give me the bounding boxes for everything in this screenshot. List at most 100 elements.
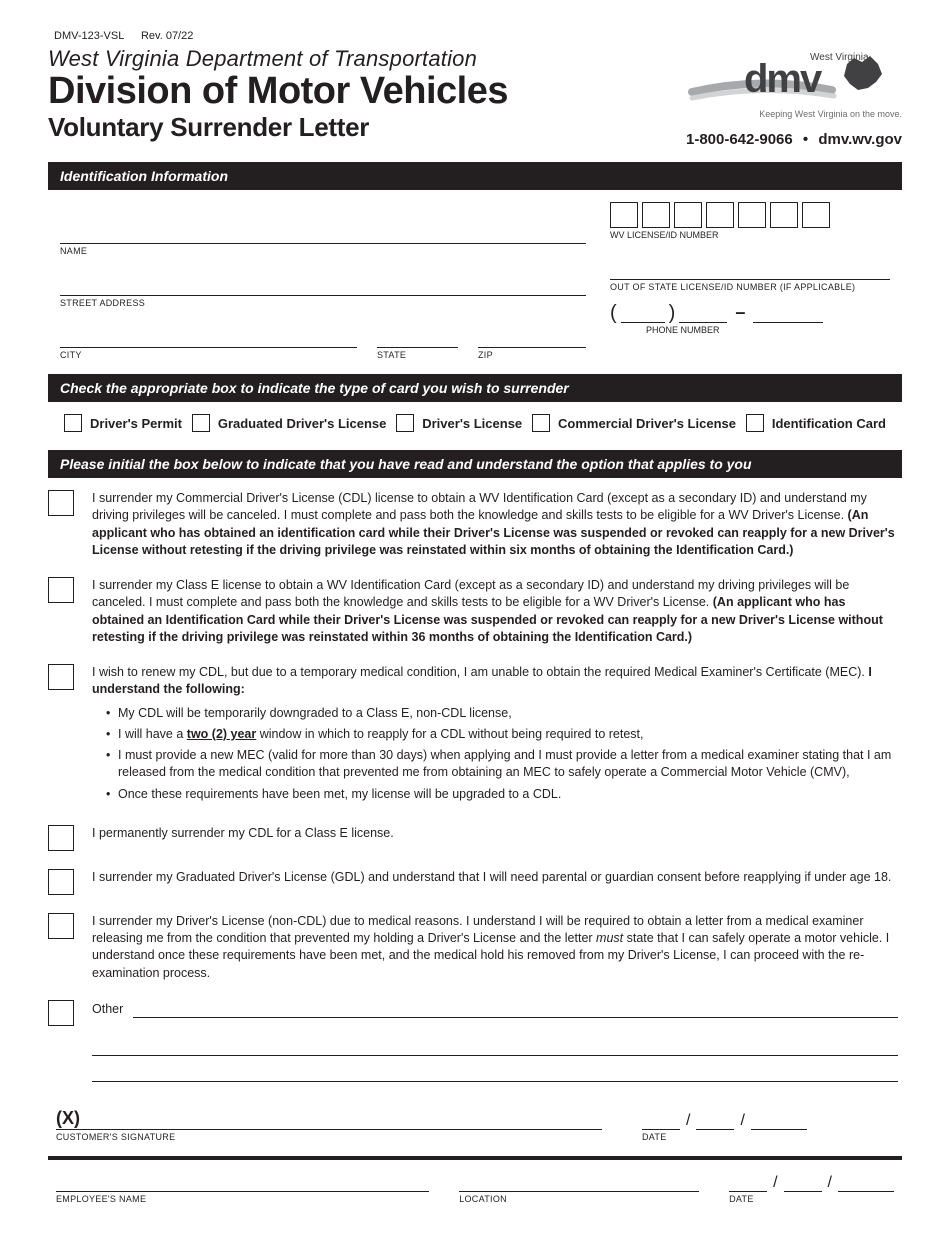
- option-1: I surrender my Commercial Driver's Licen…: [48, 490, 898, 559]
- field-oos-license: OUT OF STATE LICENSE/ID NUMBER (IF APPLI…: [610, 258, 890, 292]
- initial-box-3[interactable]: [48, 664, 74, 690]
- name-input[interactable]: [60, 226, 586, 243]
- checkbox-cdl[interactable]: [532, 414, 550, 432]
- logo-tagline: Keeping West Virginia on the move.: [682, 109, 902, 119]
- thick-divider: [48, 1156, 902, 1160]
- option-5-text: I surrender my Graduated Driver's Licens…: [92, 869, 898, 886]
- customer-date-label: DATE: [642, 1132, 894, 1142]
- zip-input[interactable]: [478, 330, 586, 347]
- option-2-text: I surrender my Class E license to obtain…: [92, 577, 898, 646]
- location-line[interactable]: [459, 1170, 699, 1192]
- option-3-bullet-1: My CDL will be temporarily downgraded to…: [106, 705, 898, 722]
- date-slash-2: /: [738, 1112, 746, 1130]
- customer-signature-label: CUSTOMER'S SIGNATURE: [56, 1132, 602, 1142]
- option-3-bullet-4: Once these requirements have been met, m…: [106, 786, 898, 803]
- label-dl: Driver's License: [422, 416, 522, 431]
- date-dd[interactable]: [696, 1112, 734, 1130]
- checkbox-permit[interactable]: [64, 414, 82, 432]
- form-title: Voluntary Surrender Letter: [48, 112, 642, 143]
- phone-prefix-input[interactable]: [679, 303, 727, 318]
- option-3-bullet-2: I will have a two (2) year window in whi…: [106, 726, 898, 743]
- department-name: West Virginia Department of Transportati…: [48, 46, 642, 72]
- state-input[interactable]: [377, 330, 458, 347]
- employee-row: EMPLOYEE'S NAME LOCATION / / DATE: [48, 1170, 902, 1204]
- phone-number-input[interactable]: [753, 303, 823, 318]
- option-2: I surrender my Class E license to obtain…: [48, 577, 898, 646]
- customer-signature-line[interactable]: (X): [56, 1108, 602, 1130]
- initial-box-2[interactable]: [48, 577, 74, 603]
- card-type-gdl: Graduated Driver's License: [192, 414, 387, 432]
- label-permit: Driver's Permit: [90, 416, 182, 431]
- other-line-3[interactable]: [92, 1062, 898, 1082]
- form-revision: Rev. 07/22: [141, 30, 193, 42]
- oos-license-label: OUT OF STATE LICENSE/ID NUMBER (IF APPLI…: [610, 282, 890, 292]
- other-line-2[interactable]: [92, 1036, 898, 1056]
- street-input[interactable]: [60, 278, 586, 295]
- svg-text:dmv: dmv: [744, 57, 823, 101]
- employee-name-label: EMPLOYEE'S NAME: [56, 1194, 429, 1204]
- date-mm[interactable]: [642, 1112, 680, 1130]
- date-yyyy[interactable]: [751, 1112, 807, 1130]
- checkbox-id[interactable]: [746, 414, 764, 432]
- employee-name-line[interactable]: [56, 1170, 429, 1192]
- option-3-bullet-3: I must provide a new MEC (valid for more…: [106, 747, 898, 782]
- option-7-label: Other: [92, 1001, 123, 1018]
- location-block: LOCATION: [459, 1170, 699, 1204]
- initial-box-4[interactable]: [48, 825, 74, 851]
- wv-license-cell-7[interactable]: [803, 207, 829, 223]
- signature-x: (X): [56, 1108, 80, 1129]
- form-number: DMV-123-VSL: [54, 30, 124, 42]
- emp-date-mm[interactable]: [729, 1174, 767, 1192]
- emp-date-slash-2: /: [826, 1174, 834, 1192]
- wv-license-cell-1[interactable]: [611, 207, 637, 223]
- option-6: I surrender my Driver's License (non-CDL…: [48, 913, 898, 982]
- identification-grid: NAME STREET ADDRESS CITY STATE ZIP: [48, 190, 902, 360]
- oos-license-input[interactable]: [610, 262, 890, 279]
- street-label: STREET ADDRESS: [60, 298, 586, 308]
- wv-license-cell-4[interactable]: [707, 207, 733, 223]
- initial-box-5[interactable]: [48, 869, 74, 895]
- other-line-1[interactable]: [133, 1000, 898, 1018]
- card-type-dl: Driver's License: [396, 414, 522, 432]
- phone-area-input[interactable]: [621, 303, 665, 318]
- employee-name-block: EMPLOYEE'S NAME: [56, 1170, 429, 1204]
- option-6-text: I surrender my Driver's License (non-CDL…: [92, 913, 898, 982]
- employee-date-block: / / DATE: [729, 1174, 894, 1204]
- state-label: STATE: [377, 350, 458, 360]
- name-label: NAME: [60, 246, 586, 256]
- field-city: CITY: [60, 326, 357, 360]
- phone-paren-open: (: [610, 303, 617, 323]
- section-bar-initial: Please initial the box below to indicate…: [48, 450, 902, 478]
- wv-license-cell-2[interactable]: [643, 207, 669, 223]
- field-street: STREET ADDRESS: [60, 274, 586, 308]
- phone-dash: –: [731, 302, 749, 323]
- field-zip: ZIP: [478, 326, 586, 360]
- header: West Virginia Department of Transportati…: [48, 46, 902, 148]
- emp-date-yyyy[interactable]: [838, 1174, 894, 1192]
- contact-website: dmv.wv.gov: [818, 131, 902, 148]
- option-5: I surrender my Graduated Driver's Licens…: [48, 869, 898, 895]
- option-7-row: Other: [92, 1000, 898, 1018]
- phone-label: PHONE NUMBER: [646, 325, 890, 335]
- field-phone: ( ) – PHONE NUMBER: [610, 302, 890, 335]
- form-code: DMV-123-VSL Rev. 07/22: [54, 30, 902, 42]
- division-name: Division of Motor Vehicles: [48, 72, 642, 112]
- initial-box-7[interactable]: [48, 1000, 74, 1026]
- location-label: LOCATION: [459, 1194, 699, 1204]
- city-input[interactable]: [60, 330, 357, 347]
- field-name: NAME: [60, 222, 586, 256]
- field-state: STATE: [377, 326, 458, 360]
- checkbox-dl[interactable]: [396, 414, 414, 432]
- card-type-cdl: Commercial Driver's License: [532, 414, 736, 432]
- header-logo-contact: West Virginia dmv Keeping West Virginia …: [642, 46, 902, 148]
- wv-license-cell-3[interactable]: [675, 207, 701, 223]
- city-label: CITY: [60, 350, 357, 360]
- option-3-text: I wish to renew my CDL, but due to a tem…: [92, 664, 898, 807]
- zip-label: ZIP: [478, 350, 586, 360]
- wv-license-cell-6[interactable]: [771, 207, 797, 223]
- checkbox-gdl[interactable]: [192, 414, 210, 432]
- initial-box-6[interactable]: [48, 913, 74, 939]
- emp-date-dd[interactable]: [784, 1174, 822, 1192]
- wv-license-cell-5[interactable]: [739, 207, 765, 223]
- initial-box-1[interactable]: [48, 490, 74, 516]
